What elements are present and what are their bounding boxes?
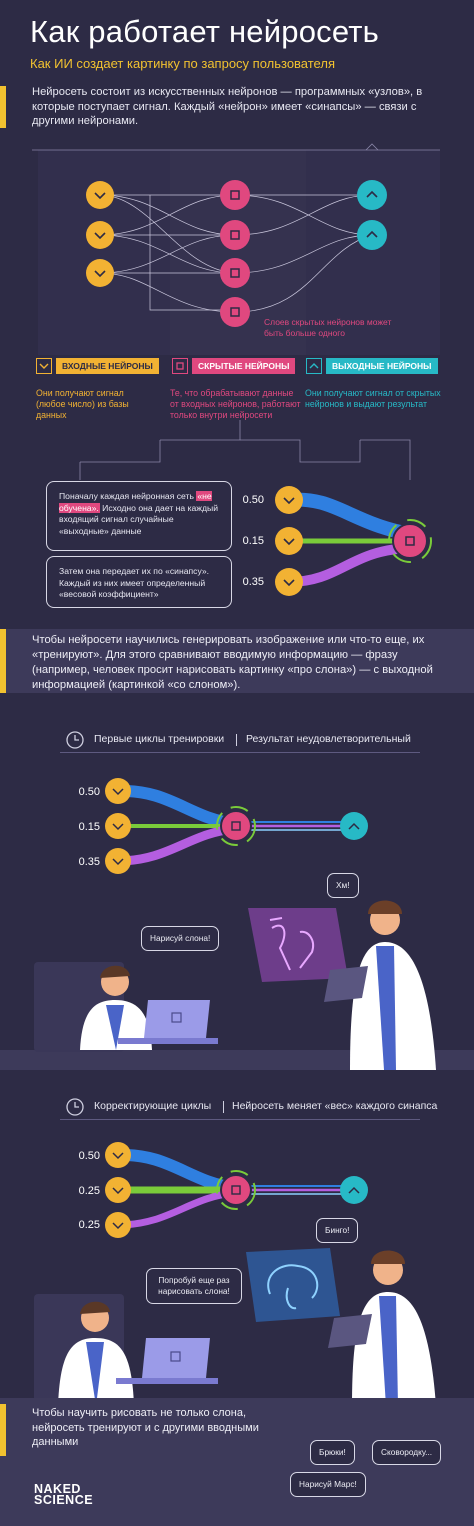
speech-bubble: Брюки! [310,1440,355,1465]
speech-bubble: Нарисуй Марс! [290,1472,366,1497]
explainer-bubble-1: Поначалу каждая нейронная сеть «не обуче… [46,481,232,551]
hidden-neuron [220,297,250,327]
speech-bubble: Сковородку... [372,1440,442,1465]
stage1-network [105,778,368,874]
giraffe-sketch [269,917,314,971]
input-neuron [105,848,131,874]
input-neuron [275,568,303,596]
clock-icon [66,1098,84,1116]
output-column-note: Они получают сигнал от скрытых нейронов … [305,388,441,409]
legend-hidden: СКРЫТЫЕ НЕЙРОНЫ [172,358,306,374]
hidden-column-note: Те, что обрабатывают данные от входных н… [170,388,301,420]
hidden-neuron [220,180,250,210]
weight-value: 0.15 [242,535,264,547]
input-neuron [105,1142,131,1168]
hidden-neuron [220,220,250,250]
input-neuron [86,221,114,249]
input-neuron [105,778,131,804]
input-neuron [275,527,303,555]
input-column-note: Они получают сигнал (любое число) из баз… [36,388,129,420]
connector-lines [79,420,411,480]
separator [223,1101,224,1113]
legend-input: ВХОДНЫЕ НЕЙРОНЫ [36,358,168,374]
stage2-label: Корректирующие циклы [94,1100,212,1112]
output-neuron [340,812,368,840]
stage2-result: Нейросеть меняет «вес» каждого синапса [232,1100,438,1112]
weight-value: 0.35 [242,576,264,588]
stage1-illustration [0,900,474,1070]
neural-network-diagram [32,143,440,355]
speech-bubble-user: Нарисуй слона! [141,926,220,951]
input-neuron [86,259,114,287]
input-neuron [105,1177,131,1203]
page-title: Как работает нейросеть [30,14,380,49]
output-neuron [357,180,387,210]
footer-text: Чтобы научить рисовать не только слона, … [32,1407,259,1448]
legend-output: ВЫХОДНЫЕ НЕЙРОНЫ [306,358,440,374]
accent-bar [0,1404,6,1456]
output-neuron [340,1176,368,1204]
input-neuron [86,181,114,209]
logo: NAKED SCIENCE [34,1482,94,1507]
chevron-up-icon [306,358,322,374]
stage2-illustration [34,1248,436,1406]
explainer-bubble-2: Затем она передает их по «синапсу». Кажд… [46,556,232,608]
weight-value: 0.15 [78,821,100,833]
weight-value: 0.50 [78,786,100,798]
hidden-neuron [388,519,432,563]
divider [60,752,420,753]
separator [236,734,237,746]
stage1-result: Результат неудовлетворительный [246,733,411,745]
weight-value: 0.50 [242,494,264,506]
stage1-label: Первые циклы тренировки [94,733,225,745]
hidden-neuron [216,1170,256,1210]
output-neuron [357,220,387,250]
chevron-down-icon [36,358,52,374]
divider [60,1119,420,1120]
weight-value: 0.25 [78,1219,100,1231]
input-neuron [275,486,303,514]
hidden-neuron [220,258,250,288]
hidden-neuron [216,806,256,846]
weight-value: 0.50 [78,1150,100,1162]
laptop-icon [142,1338,210,1378]
stage2-network [105,1142,368,1238]
weight-value: 0.25 [78,1185,100,1197]
speech-bubble-expert: Бинго! [316,1218,359,1243]
input-neuron [105,1212,131,1238]
weight-value: 0.35 [78,856,100,868]
accent-bar [0,86,6,128]
accent-bar [0,629,6,693]
hidden-layers-note: Слоев скрытых нейронов может быть больше… [264,317,392,338]
square-icon [172,358,188,374]
training-text: Чтобы нейросети научились генерировать и… [32,634,433,691]
training-band [0,629,474,693]
speech-bubble-expert: Хм! [327,873,359,898]
intro-text: Нейросеть состоит из искусственных нейро… [32,86,423,127]
laptop-icon [144,1000,210,1038]
elephant-sketch [267,1264,319,1310]
input-neuron [105,813,131,839]
speech-bubble-user: Попробуй еще раз нарисовать слона! [146,1268,242,1304]
page-subtitle: Как ИИ создает картинку по запросу польз… [30,56,335,71]
clock-icon [66,731,84,749]
weighted-synapse-diagram [275,486,432,596]
